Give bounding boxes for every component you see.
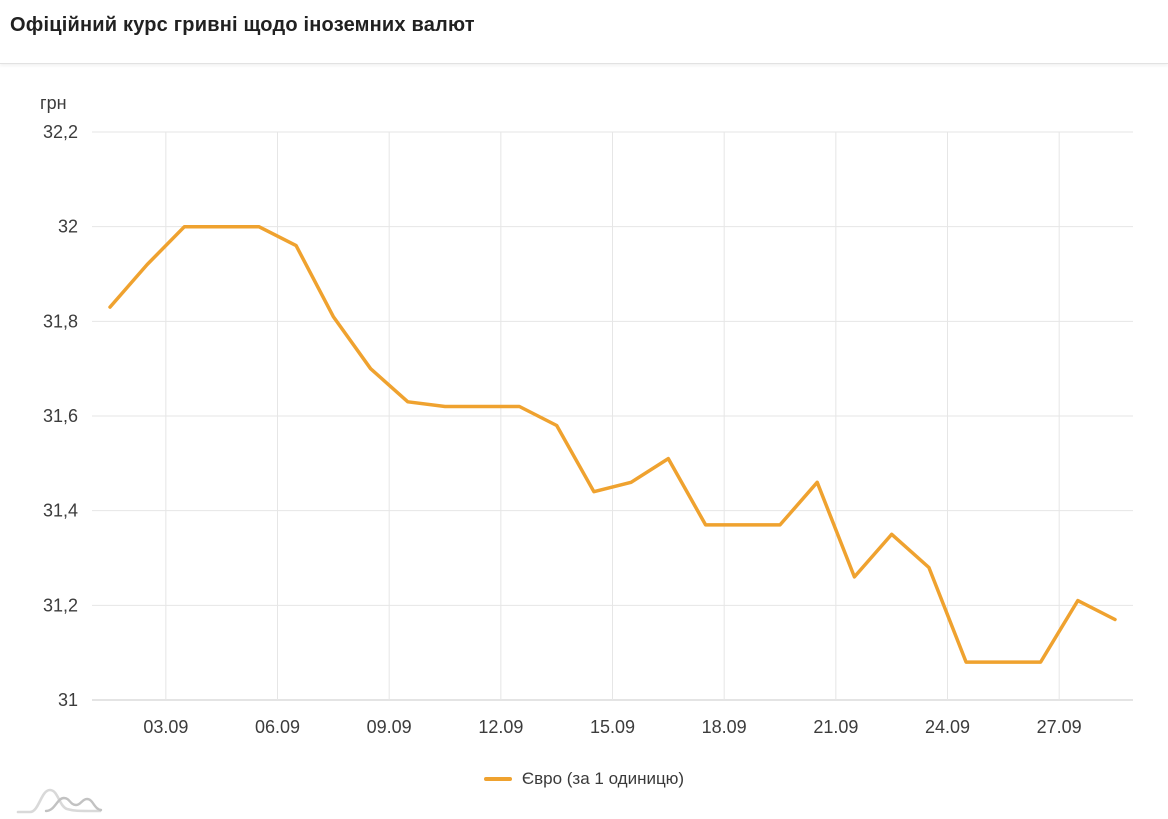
y-tick-label: 32,2 [43,122,78,142]
y-axis-unit-label: грн [40,93,67,113]
x-tick-label: 15.09 [590,717,635,737]
y-tick-label: 32 [58,217,78,237]
legend-label: Євро (за 1 одиницю) [521,769,685,788]
y-tick-label: 31 [58,690,78,710]
waves-logo-icon [16,788,103,814]
page-title: Офіційний курс гривні щодо іноземних вал… [10,14,475,36]
x-tick-label: 18.09 [702,717,747,737]
header: Офіційний курс гривні щодо іноземних вал… [0,0,1168,64]
y-tick-label: 31,8 [43,311,78,331]
x-tick-label: 03.09 [143,717,188,737]
x-tick-label: 09.09 [367,717,412,737]
x-tick-label: 21.09 [813,717,858,737]
x-tick-label: 27.09 [1037,717,1082,737]
chart-legend[interactable]: Євро (за 1 одиницю) [0,767,1168,791]
logo-wave-dark [44,796,103,813]
series-line [108,224,1117,664]
x-tick-label: 12.09 [478,717,523,737]
y-tick-label: 31,6 [43,406,78,426]
line-chart[interactable]: 32,2 32 31,8 31,6 31,4 31,2 31 03.09 06.09 09.09 1… [0,65,1168,765]
y-tick-label: 31,2 [43,595,78,615]
logo-wave-light [16,788,102,814]
y-tick-label: 31,4 [43,501,78,521]
legend-line-swatch [483,777,512,781]
x-tick-label: 06.09 [255,717,300,737]
x-tick-label: 24.09 [925,717,970,737]
